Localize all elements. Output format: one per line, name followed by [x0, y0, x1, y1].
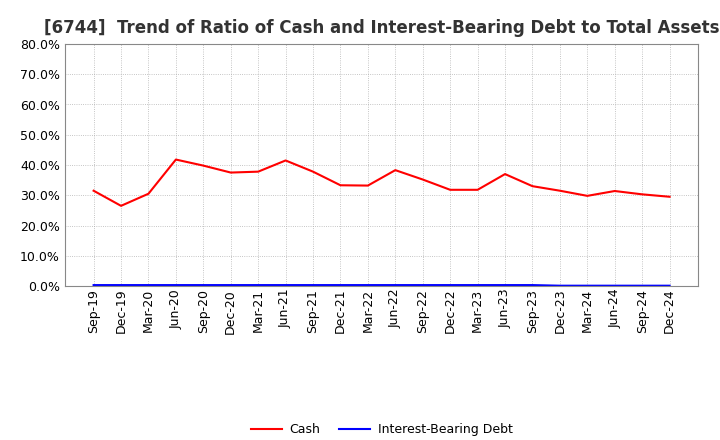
Cash: [282, 158, 290, 163]
Interest-Bearing Debt: [528, 282, 537, 288]
Interest-Bearing Debt: [556, 283, 564, 288]
Cash: [556, 188, 564, 193]
Cash: [199, 163, 207, 168]
Interest-Bearing Debt: [89, 282, 98, 288]
Cash: [500, 172, 509, 177]
Interest-Bearing Debt: [336, 282, 345, 288]
Interest-Bearing Debt: [391, 282, 400, 288]
Interest-Bearing Debt: [473, 282, 482, 288]
Line: Interest-Bearing Debt: Interest-Bearing Debt: [94, 285, 670, 286]
Cash: [117, 203, 125, 209]
Cash: [171, 157, 180, 162]
Interest-Bearing Debt: [226, 282, 235, 288]
Cash: [144, 191, 153, 196]
Interest-Bearing Debt: [117, 282, 125, 288]
Interest-Bearing Debt: [446, 282, 454, 288]
Interest-Bearing Debt: [500, 282, 509, 288]
Interest-Bearing Debt: [418, 282, 427, 288]
Cash: [418, 177, 427, 182]
Cash: [364, 183, 372, 188]
Interest-Bearing Debt: [144, 282, 153, 288]
Line: Cash: Cash: [94, 160, 670, 206]
Cash: [638, 192, 647, 197]
Interest-Bearing Debt: [254, 282, 263, 288]
Legend: Cash, Interest-Bearing Debt: Cash, Interest-Bearing Debt: [246, 418, 518, 440]
Cash: [583, 193, 592, 198]
Interest-Bearing Debt: [583, 283, 592, 288]
Interest-Bearing Debt: [171, 282, 180, 288]
Title: [6744]  Trend of Ratio of Cash and Interest-Bearing Debt to Total Assets: [6744] Trend of Ratio of Cash and Intere…: [44, 19, 719, 37]
Cash: [226, 170, 235, 175]
Cash: [309, 169, 318, 174]
Cash: [446, 187, 454, 192]
Interest-Bearing Debt: [364, 282, 372, 288]
Interest-Bearing Debt: [199, 282, 207, 288]
Cash: [89, 188, 98, 193]
Cash: [336, 183, 345, 188]
Cash: [391, 168, 400, 173]
Cash: [254, 169, 263, 174]
Interest-Bearing Debt: [611, 283, 619, 288]
Interest-Bearing Debt: [638, 283, 647, 288]
Cash: [528, 183, 537, 189]
Cash: [665, 194, 674, 199]
Interest-Bearing Debt: [309, 282, 318, 288]
Cash: [611, 188, 619, 194]
Cash: [473, 187, 482, 192]
Interest-Bearing Debt: [665, 283, 674, 288]
Interest-Bearing Debt: [282, 282, 290, 288]
